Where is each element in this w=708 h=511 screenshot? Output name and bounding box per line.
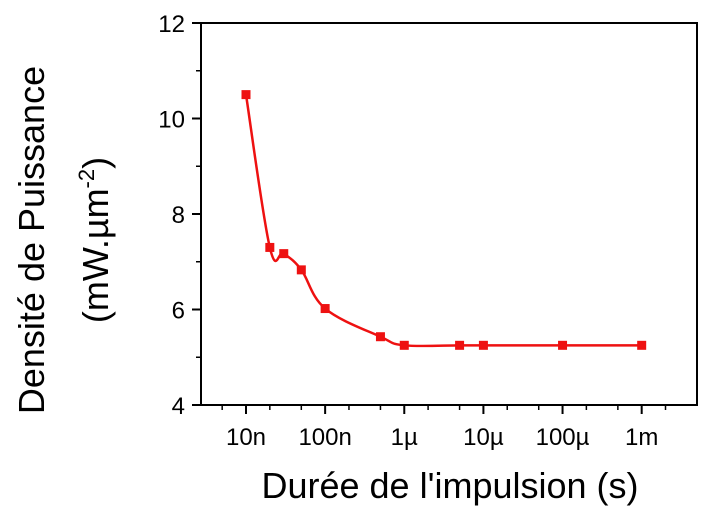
x-tick-label: 1µ [391,424,418,451]
data-point-marker [279,249,289,259]
data-point-marker [558,340,568,350]
data-point-marker [296,265,306,275]
x-tick-label: 100n [298,424,351,451]
x-tick-label: 10n [226,424,266,451]
y-tick-label: 10 [158,107,185,134]
data-point-marker [478,340,488,350]
data-point-marker [637,340,647,350]
y-tick-label: 12 [158,11,185,38]
data-point-marker [241,90,251,100]
y-tick-label: 6 [172,298,185,325]
x-axis-title: Durée de l'impulsion (s) [261,465,638,506]
y-axis-title-line1: Densité de Puissance [11,66,52,414]
data-points [241,90,647,350]
data-point-marker [375,332,385,342]
data-point-marker [265,242,275,252]
x-tick-label: 1m [625,424,658,451]
series-curve [244,94,642,348]
x-tick-label: 10µ [463,424,504,451]
data-point-marker [455,340,465,350]
y-axis-title-line2: (mW.µm-2) [74,157,116,323]
fit-curve-layer [244,94,642,348]
plot-area-frame [200,22,698,406]
data-point-marker [320,304,330,314]
y-tick-label: 8 [172,202,185,229]
data-point-marker [399,340,409,350]
x-tick-label: 100µ [536,424,590,451]
y-tick-label: 4 [172,393,185,420]
axis-ticks: 10n 100n 1µ 10µ 100µ 1m 4 6 8 10 12 [158,11,667,451]
